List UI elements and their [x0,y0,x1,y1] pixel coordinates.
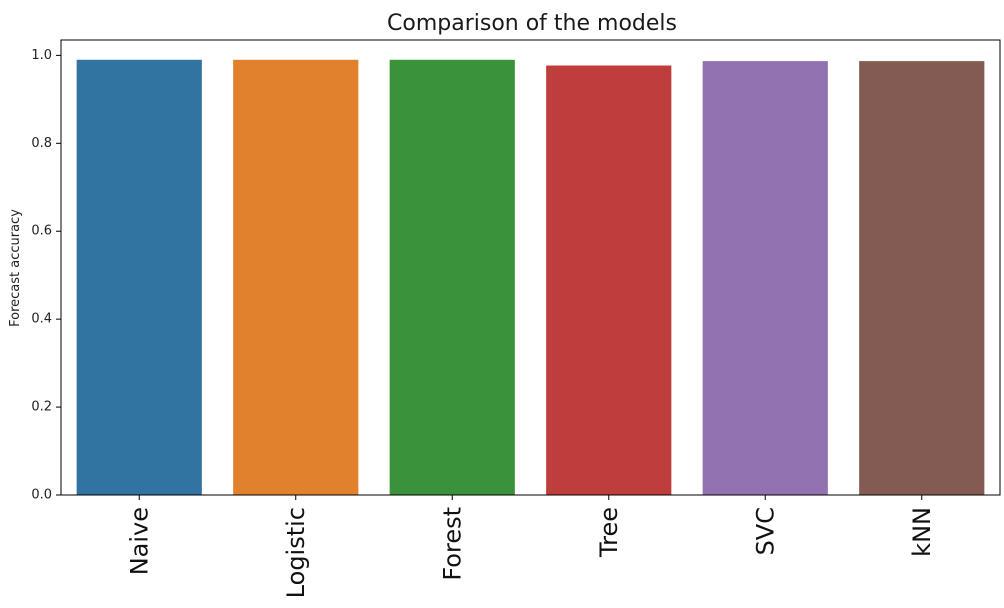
x-tick-label-forest: Forest [438,507,466,581]
y-tick-label: 0.4 [31,312,52,327]
bar-knn [859,61,985,496]
y-tick-label: 0.8 [31,136,52,151]
bar-logistic [233,59,359,496]
bar-tree [546,65,672,495]
chart-title: Comparison of the models [387,11,677,36]
bar-svc [702,61,828,496]
bar-forest [389,59,515,496]
y-tick-label: 0.0 [31,488,52,503]
x-tick-label-svc: SVC [751,507,779,555]
x-tick-label-naive: Naive [125,507,153,575]
y-axis-label: Forecast accuracy [8,209,23,327]
y-tick-label: 0.6 [31,224,52,239]
x-axis-ticks: Naive Logistic Forest Tree SVC kNN [125,495,936,598]
x-tick-label-tree: Tree [595,507,623,558]
y-tick-label: 0.2 [31,400,52,415]
bars-group [76,59,985,496]
bar-naive [76,59,202,496]
y-tick-label: 1.0 [31,48,52,63]
x-tick-label-logistic: Logistic [282,507,310,598]
y-axis-ticks: 0.0 0.2 0.4 0.6 0.8 1.0 [31,48,61,503]
x-tick-label-knn: kNN [908,507,936,557]
plot-frame [60,39,1001,496]
